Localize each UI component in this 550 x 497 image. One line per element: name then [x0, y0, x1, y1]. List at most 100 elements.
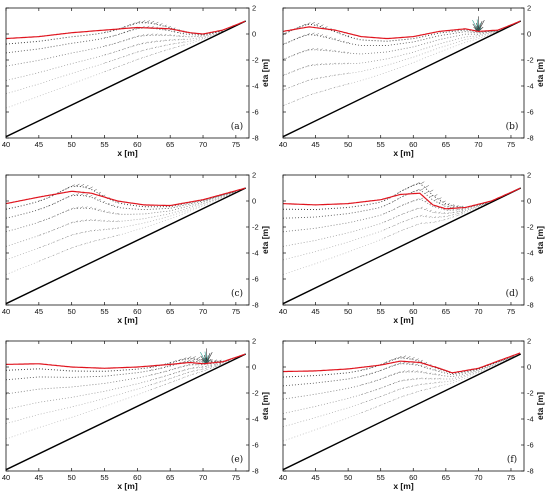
velocity-arrow: [136, 51, 139, 53]
velocity-arrow: [57, 200, 60, 203]
y-tick-label: 2: [527, 171, 531, 180]
velocity-arrow: [406, 202, 410, 204]
velocity-arrow: [438, 220, 441, 222]
velocity-arrow: [388, 210, 391, 213]
y-axis-label: eta [m]: [260, 226, 270, 254]
velocity-arrow: [283, 74, 286, 76]
y-tick-label: -6: [527, 441, 534, 450]
panel-letter: (b): [506, 121, 519, 132]
velocity-arrow: [429, 387, 432, 389]
x-tick-label: 50: [68, 307, 76, 316]
velocity-arrow: [210, 364, 213, 366]
velocity-arrow: [116, 205, 119, 208]
velocity-arrow: [310, 32, 315, 36]
velocity-arrow: [116, 227, 119, 229]
x-tick-label: 50: [68, 473, 76, 482]
velocity-arrow: [205, 369, 208, 371]
velocity-arrow: [315, 22, 320, 26]
velocity-arrow: [315, 77, 318, 80]
y-tick-label: 0: [252, 197, 256, 206]
free-surface-line: [6, 187, 246, 207]
velocity-arrow: [141, 49, 144, 52]
velocity-arrow: [93, 229, 96, 231]
velocity-arrow: [187, 371, 190, 374]
velocity-arrow: [107, 228, 110, 230]
plot-frame: [5, 174, 250, 306]
velocity-arrow: [154, 46, 157, 48]
velocity-arrow: [452, 213, 455, 216]
x-tick-label: 70: [199, 307, 207, 316]
velocity-arrow: [301, 23, 306, 27]
velocity-arrow: [182, 38, 185, 40]
velocity-arrow: [196, 356, 201, 360]
y-tick-label: -2: [527, 56, 534, 65]
velocity-arrow: [388, 392, 391, 394]
velocity-arrow: [452, 204, 455, 206]
velocity-arrow: [365, 392, 368, 394]
velocity-arrow: [324, 48, 327, 51]
velocity-arrow: [98, 198, 101, 201]
free-surface-line: [283, 352, 521, 374]
velocity-arrow: [173, 30, 176, 32]
velocity-arrow: [80, 184, 85, 187]
y-tick-label: -4: [252, 415, 259, 424]
x-tick-label: 75: [507, 307, 515, 316]
velocity-arrow: [438, 197, 442, 200]
velocity-arrow: [392, 224, 395, 227]
velocity-arrow: [420, 181, 425, 185]
velocity-arrow: [370, 399, 372, 401]
velocity-arrow: [75, 232, 78, 235]
x-axis-label: x [m]: [117, 148, 137, 158]
velocity-arrow: [461, 210, 464, 212]
velocity-arrow: [370, 381, 373, 383]
x-tick-label: 50: [344, 307, 352, 316]
velocity-arrow: [57, 227, 60, 229]
x-tick-label: 45: [311, 307, 319, 316]
velocity-arrow: [145, 55, 148, 57]
velocity-arrow: [310, 48, 314, 51]
velocity-arrow: [452, 216, 454, 218]
velocity-arrow: [108, 35, 111, 38]
velocity-profile-line: [6, 27, 223, 54]
velocity-arrow: [89, 219, 92, 221]
velocity-arrow: [447, 215, 450, 217]
velocity-arrow: [116, 220, 119, 222]
x-tick-label: 50: [68, 140, 76, 149]
velocity-arrow: [80, 244, 82, 246]
velocity-arrow: [443, 212, 446, 214]
velocity-arrow: [177, 31, 180, 33]
velocity-arrow: [301, 50, 305, 53]
velocity-arrow: [113, 67, 116, 69]
velocity-arrow: [214, 364, 217, 367]
velocity-arrow: [374, 406, 377, 408]
velocity-profile-line: [283, 31, 497, 107]
velocity-arrow: [388, 226, 391, 229]
x-tick-label: 50: [344, 140, 352, 149]
velocity-arrow: [47, 196, 50, 198]
velocity-arrow: [177, 366, 181, 369]
velocity-arrow: [297, 68, 300, 71]
velocity-arrow: [319, 48, 323, 51]
velocity-arrow: [383, 402, 386, 405]
velocity-arrow: [107, 202, 110, 205]
velocity-arrow: [89, 206, 92, 209]
velocity-arrow: [297, 25, 301, 29]
velocity-arrow: [131, 52, 134, 55]
velocity-arrow: [113, 42, 116, 45]
velocity-arrow: [182, 35, 185, 37]
velocity-arrow: [388, 374, 392, 377]
velocity-arrow: [379, 395, 382, 398]
velocity-arrow: [93, 219, 97, 221]
y-tick-label: -6: [527, 108, 534, 117]
velocity-profile-line: [283, 30, 498, 91]
velocity-arrow: [182, 44, 185, 46]
velocity-arrow: [338, 39, 341, 41]
x-tick-label: 45: [35, 140, 43, 149]
velocity-arrow: [164, 383, 166, 386]
velocity-arrow: [154, 387, 157, 389]
velocity-arrow: [275, 35, 277, 36]
chart-panel-3: 40 45 50 55 60 65 70 75 -8 -6 -4 -2 0 2 x [m] eta [m] (c…: [2, 171, 270, 326]
velocity-arrow: [447, 205, 450, 208]
velocity-arrow: [80, 219, 83, 222]
x-tick-label: 60: [133, 473, 141, 482]
